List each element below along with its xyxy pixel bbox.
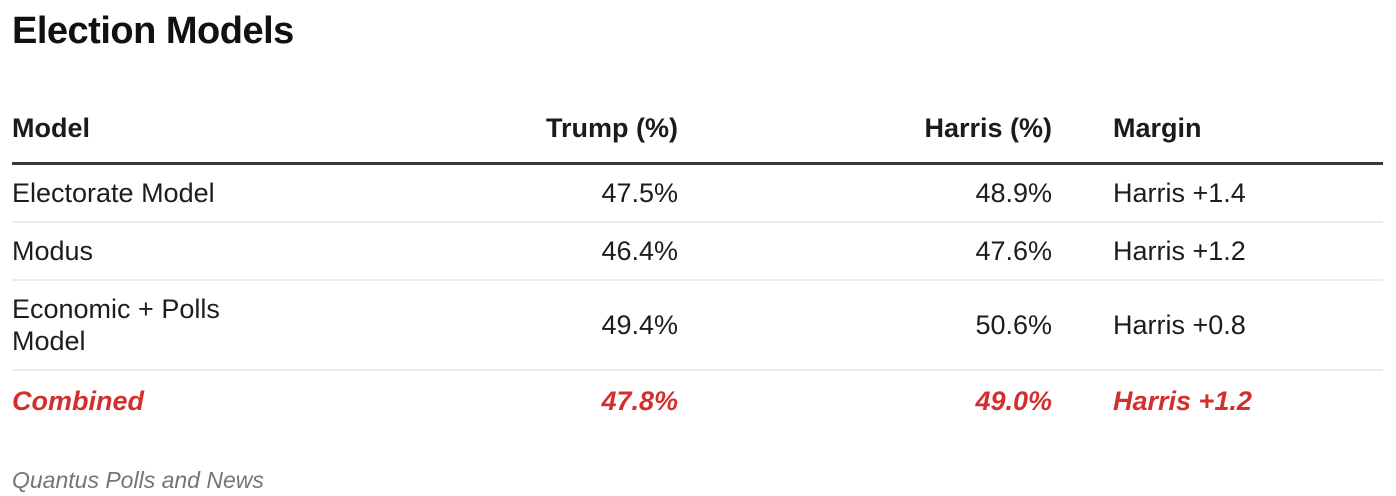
source-attribution: Quantus Polls and News	[12, 466, 264, 493]
margin-value-cell: Harris +1.4	[1052, 163, 1383, 223]
harris-value-cell: 49.0%	[975, 385, 1052, 416]
trump-value-cell: 46.4%	[272, 221, 678, 281]
table-header: Model Trump (%) Harris (%) Margin	[12, 111, 1383, 165]
model-name-cell: Economic + Polls Model	[12, 279, 272, 371]
column-header-harris: Harris (%)	[678, 111, 1052, 165]
page-title: Election Models	[12, 10, 294, 52]
margin-value-cell: Harris +1.2	[1052, 221, 1383, 281]
model-name-cell: Electorate Model	[12, 163, 272, 223]
trump-value-cell: 47.5%	[272, 163, 678, 223]
table-row-economic-polls-model: Economic + Polls Model 49.4% 50.6% Harri…	[12, 279, 1383, 371]
harris-value-cell: 47.6%	[678, 221, 1052, 281]
table-row-modus: Modus 46.4% 47.6% Harris +1.2	[12, 221, 1383, 281]
model-name-cell: Combined	[12, 385, 144, 416]
margin-value-cell: Harris +0.8	[1052, 279, 1383, 371]
column-header-margin: Margin	[1052, 111, 1383, 165]
harris-value-cell: 50.6%	[678, 279, 1052, 371]
header-row: Model Trump (%) Harris (%) Margin	[12, 111, 1383, 165]
margin-value-cell: Harris +1.2	[1113, 385, 1252, 416]
table-row-combined: Combined 47.8% 49.0% Harris +1.2	[12, 370, 1383, 431]
column-header-model: Model	[12, 111, 272, 165]
harris-value-cell: 48.9%	[678, 163, 1052, 223]
trump-value-cell: 49.4%	[272, 279, 678, 371]
table-row-electorate-model: Electorate Model 47.5% 48.9% Harris +1.4	[12, 163, 1383, 223]
model-name-cell: Modus	[12, 221, 272, 281]
election-models-table: Model Trump (%) Harris (%) Margin Electo…	[12, 111, 1383, 431]
trump-value-cell: 47.8%	[601, 385, 678, 416]
column-header-trump: Trump (%)	[272, 111, 678, 165]
